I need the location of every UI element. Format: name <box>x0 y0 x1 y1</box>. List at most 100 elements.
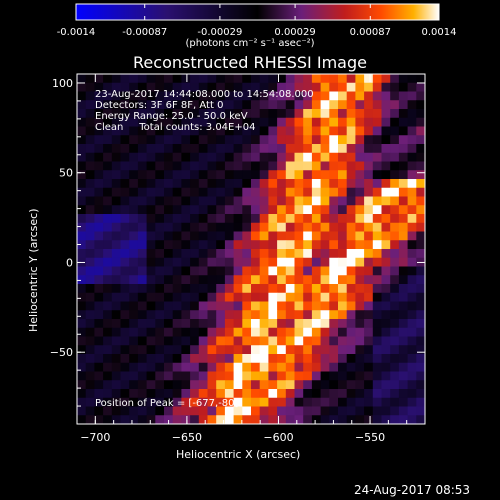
heatmap-cell <box>155 345 165 355</box>
heatmap-cell <box>364 74 374 84</box>
heatmap-cell <box>294 266 304 276</box>
heatmap-cell <box>85 144 95 154</box>
heatmap-cell <box>294 144 304 154</box>
heatmap-cell <box>77 336 87 346</box>
heatmap-cell <box>77 389 87 399</box>
heatmap-cell <box>259 301 269 311</box>
heatmap-cell <box>338 187 348 197</box>
heatmap-cell <box>137 117 147 127</box>
heatmap-cell <box>155 170 165 180</box>
heatmap-cell <box>303 284 313 294</box>
heatmap-cell <box>111 152 121 162</box>
heatmap-cell <box>77 196 87 206</box>
heatmap-cell <box>338 380 348 390</box>
heatmap-cell <box>94 249 104 259</box>
heatmap-cell <box>294 301 304 311</box>
heatmap-cell <box>224 345 234 355</box>
heatmap-cell <box>77 187 87 197</box>
heatmap-cell <box>146 117 156 127</box>
heatmap-cell <box>242 179 252 189</box>
heatmap-cell <box>85 109 95 119</box>
heatmap-cell <box>285 380 295 390</box>
heatmap-cell <box>364 362 374 372</box>
heatmap-cell <box>77 214 87 224</box>
heatmap-cell <box>311 109 321 119</box>
heatmap-cell <box>77 266 87 276</box>
heatmap-cell <box>77 240 87 250</box>
heatmap-cell <box>155 310 165 320</box>
heatmap-cell <box>120 161 130 171</box>
heatmap-cell <box>285 345 295 355</box>
heatmap-cell <box>137 310 147 320</box>
heatmap-cell <box>407 362 417 372</box>
heatmap-cell <box>94 397 104 407</box>
heatmap-cell <box>346 249 356 259</box>
heatmap-cell <box>346 82 356 92</box>
heatmap-cell <box>381 371 391 381</box>
heatmap-cell <box>224 187 234 197</box>
heatmap-cell <box>416 240 426 250</box>
heatmap-cell <box>390 126 400 136</box>
heatmap-cell <box>207 249 217 259</box>
heatmap-cell <box>111 74 121 84</box>
heatmap-cell <box>268 284 278 294</box>
heatmap-cell <box>155 284 165 294</box>
heatmap-cell <box>181 240 191 250</box>
heatmap-cell <box>129 74 139 84</box>
heatmap-cell <box>346 187 356 197</box>
heatmap-cell <box>94 301 104 311</box>
heatmap-cell <box>224 109 234 119</box>
heatmap-cell <box>216 371 226 381</box>
heatmap-cell <box>346 74 356 84</box>
heatmap-cell <box>251 266 261 276</box>
heatmap-cell <box>207 231 217 241</box>
heatmap-cell <box>242 345 252 355</box>
heatmap-cell <box>137 179 147 189</box>
heatmap-cell <box>338 100 348 110</box>
heatmap-cell <box>355 406 365 416</box>
heatmap-cell <box>137 266 147 276</box>
heatmap-cell <box>146 74 156 84</box>
heatmap-cell <box>155 179 165 189</box>
heatmap-cell <box>207 345 217 355</box>
heatmap-cell <box>94 196 104 206</box>
heatmap-cell <box>407 371 417 381</box>
heatmap-cell <box>329 187 339 197</box>
heatmap-cell <box>233 354 243 364</box>
heatmap-cell <box>198 161 208 171</box>
heatmap-cell <box>129 266 139 276</box>
heatmap-cell <box>294 170 304 180</box>
heatmap-cell <box>111 389 121 399</box>
heatmap-cell <box>311 354 321 364</box>
heatmap-cell <box>277 82 287 92</box>
heatmap-cell <box>85 135 95 145</box>
heatmap-cell <box>77 179 87 189</box>
heatmap-cell <box>303 362 313 372</box>
heatmap-cell <box>372 91 382 101</box>
heatmap-cell <box>85 187 95 197</box>
heatmap-cell <box>85 310 95 320</box>
heatmap-cell <box>390 284 400 294</box>
heatmap-cell <box>77 117 87 127</box>
heatmap-cell <box>364 82 374 92</box>
heatmap-cell <box>181 371 191 381</box>
heatmap-cell <box>407 336 417 346</box>
heatmap-cell <box>338 170 348 180</box>
heatmap-cell <box>407 257 417 267</box>
heatmap-cell <box>224 74 234 84</box>
heatmap-cell <box>364 91 374 101</box>
heatmap-cell <box>242 319 252 329</box>
heatmap-cell <box>242 275 252 285</box>
heatmap-cell <box>216 170 226 180</box>
heatmap-cell <box>181 284 191 294</box>
heatmap-cell <box>172 100 182 110</box>
heatmap-cell <box>311 117 321 127</box>
heatmap-cell <box>311 319 321 329</box>
heatmap-cell <box>164 362 174 372</box>
heatmap-cell <box>355 292 365 302</box>
heatmap-cell <box>268 240 278 250</box>
heatmap-cell <box>233 231 243 241</box>
heatmap-cell <box>77 205 87 215</box>
heatmap-cell <box>303 91 313 101</box>
heatmap-cell <box>85 249 95 259</box>
